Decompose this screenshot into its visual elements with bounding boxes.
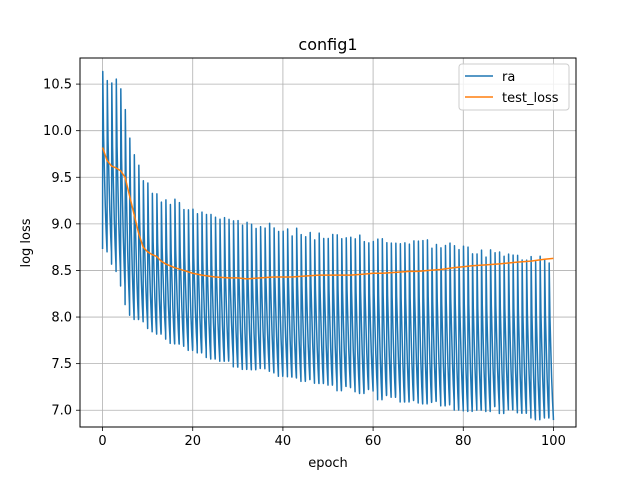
x-tick-label: 80 [455,434,472,449]
legend: ra test_loss [458,63,570,111]
chart-title: config1 [298,35,357,54]
y-axis-label: log loss [19,218,34,267]
y-tick-label: 9.0 [51,217,72,232]
y-tick-label: 10.0 [43,124,72,139]
plot-frame [79,57,577,428]
legend-label: ra [502,70,515,85]
series-line-ra [101,70,555,421]
y-tick-label: 7.0 [51,404,72,419]
x-tick-label: 40 [275,434,292,449]
y-tick-label: 7.5 [51,357,72,372]
series-line-test-loss [101,147,554,280]
tick-layer: 0 20 40 60 80 100 7.0 7.5 8.0 8.5 9.0 9.5 10.0 10.5 [43,78,566,449]
legend-label: test_loss [502,91,559,106]
x-axis-label: epoch [308,456,348,471]
x-tick-label: 60 [365,434,382,449]
y-tick-label: 8.5 [51,264,72,279]
series-layer [101,70,555,421]
x-tick-label: 0 [98,434,106,449]
x-tick-label: 100 [541,434,566,449]
y-tick-label: 10.5 [43,78,72,93]
y-tick-label: 8.0 [51,311,72,326]
y-tick-label: 9.5 [51,171,72,186]
x-tick-label: 20 [184,434,201,449]
